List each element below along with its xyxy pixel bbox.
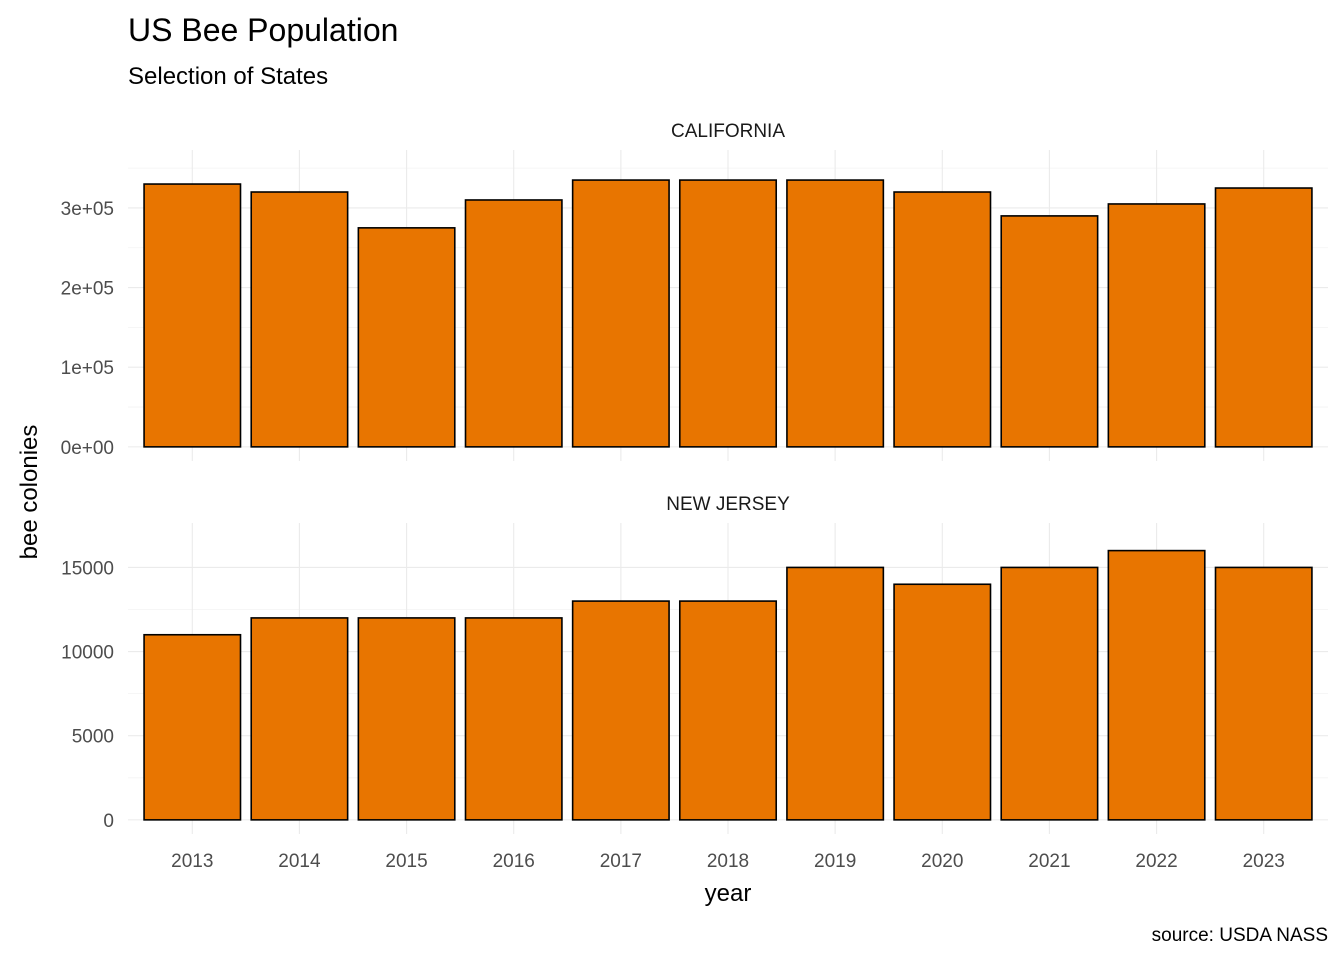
- y-tick-label: 15000: [61, 558, 114, 579]
- bar-california-2014: [250, 191, 349, 448]
- chart-title: US Bee Population: [128, 12, 398, 48]
- bar-california-2018: [678, 179, 778, 448]
- bar-new-jersey-2015: [357, 617, 456, 821]
- bar-california-2019: [786, 179, 885, 448]
- y-tick-label: 0: [103, 811, 114, 832]
- chart-subtitle: Selection of States: [128, 63, 328, 90]
- bar-california-2020: [893, 191, 992, 448]
- y-axis-title: bee colonies: [16, 425, 43, 560]
- panel-new-jersey: NEW JERSEY 0 5000 10000 15000: [61, 494, 1328, 834]
- panel-california: CALIFORNIA 0e+00 1e+05 2e+05 3e+05: [61, 121, 1328, 461]
- bar-california-2017: [571, 179, 670, 448]
- x-tick-label: 2020: [921, 851, 963, 872]
- x-tick-label: 2018: [707, 851, 749, 872]
- x-tick-label: 2016: [493, 851, 535, 872]
- chart-caption: source: USDA NASS: [1152, 925, 1328, 946]
- bar-california-2016: [464, 199, 563, 448]
- bar-new-jersey-2022: [1107, 549, 1206, 821]
- bar-california-2022: [1107, 203, 1206, 448]
- bar-new-jersey-2019: [786, 566, 885, 821]
- y-tick-label: 3e+05: [61, 199, 114, 220]
- facet-strip-label: NEW JERSEY: [666, 494, 790, 515]
- bar-new-jersey-2014: [250, 617, 349, 821]
- x-tick-label: 2022: [1135, 851, 1177, 872]
- x-tick-label: 2015: [385, 851, 427, 872]
- x-tick-label: 2021: [1028, 851, 1070, 872]
- x-axis-title: year: [705, 880, 752, 907]
- bar-new-jersey-2017: [571, 600, 670, 821]
- facet-strip-label: CALIFORNIA: [671, 121, 785, 142]
- x-tick-label: 2014: [278, 851, 321, 872]
- bar-new-jersey-2021: [1000, 566, 1099, 821]
- x-tick-label: 2023: [1243, 851, 1285, 872]
- bar-california-2015: [357, 227, 456, 448]
- bar-california-2023: [1214, 187, 1313, 448]
- x-axis-ticks: 2013 2014 2015 2016 2017 2018 2019 2020 2021 2022…: [171, 851, 1285, 872]
- y-tick-label: 2e+05: [61, 279, 114, 300]
- y-tick-label: 1e+05: [61, 358, 114, 379]
- facet-panels: CALIFORNIA 0e+00 1e+05 2e+05 3e+05 NEW JERSEY…: [61, 121, 1328, 834]
- y-tick-label: 5000: [72, 727, 114, 748]
- bar-new-jersey-2018: [678, 600, 778, 821]
- y-tick-label: 10000: [61, 643, 114, 664]
- bar-new-jersey-2023: [1214, 566, 1313, 821]
- x-tick-label: 2019: [814, 851, 856, 872]
- bar-new-jersey-2020: [893, 583, 992, 821]
- y-tick-label: 0e+00: [61, 438, 114, 459]
- bar-california-2021: [1000, 215, 1099, 448]
- bar-new-jersey-2013: [143, 633, 242, 821]
- x-tick-label: 2017: [600, 851, 642, 872]
- x-tick-label: 2013: [171, 851, 213, 872]
- bar-california-2013: [143, 183, 242, 448]
- bar-new-jersey-2016: [464, 617, 563, 821]
